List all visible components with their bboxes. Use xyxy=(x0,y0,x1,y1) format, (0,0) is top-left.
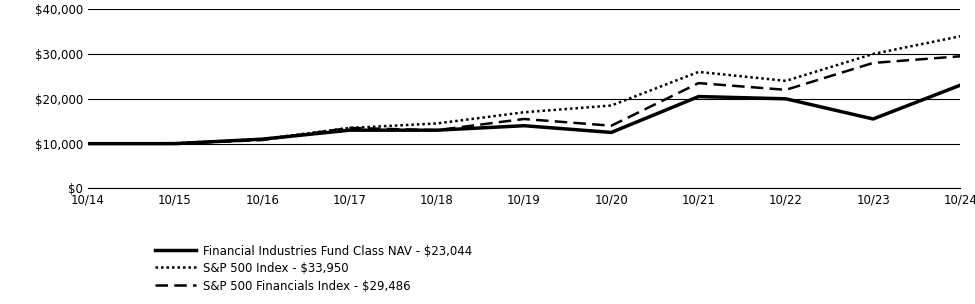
S&P 500 Index - $33,950 xyxy=(431,122,443,125)
Financial Industries Fund Class NAV - $23,044 xyxy=(82,142,94,146)
S&P 500 Financials Index - $29,486 xyxy=(519,117,530,121)
S&P 500 Financials Index - $29,486 xyxy=(82,142,94,146)
S&P 500 Financials Index - $29,486 xyxy=(170,142,181,146)
S&P 500 Index - $33,950 xyxy=(344,126,356,130)
Financial Industries Fund Class NAV - $23,044 xyxy=(344,128,356,132)
S&P 500 Financials Index - $29,486 xyxy=(605,124,617,128)
S&P 500 Index - $33,950 xyxy=(605,104,617,107)
S&P 500 Index - $33,950 xyxy=(692,70,704,74)
Legend: Financial Industries Fund Class NAV - $23,044, S&P 500 Index - $33,950, S&P 500 : Financial Industries Fund Class NAV - $2… xyxy=(155,245,473,293)
S&P 500 Index - $33,950 xyxy=(955,34,966,38)
S&P 500 Financials Index - $29,486 xyxy=(868,61,879,65)
Financial Industries Fund Class NAV - $23,044 xyxy=(431,128,443,132)
Line: S&P 500 Financials Index - $29,486: S&P 500 Financials Index - $29,486 xyxy=(88,56,960,144)
Financial Industries Fund Class NAV - $23,044 xyxy=(780,97,792,101)
Line: Financial Industries Fund Class NAV - $23,044: Financial Industries Fund Class NAV - $2… xyxy=(88,85,960,144)
S&P 500 Index - $33,950 xyxy=(256,137,268,141)
Financial Industries Fund Class NAV - $23,044 xyxy=(692,95,704,98)
S&P 500 Financials Index - $29,486 xyxy=(431,128,443,132)
S&P 500 Index - $33,950 xyxy=(780,79,792,83)
Line: S&P 500 Index - $33,950: S&P 500 Index - $33,950 xyxy=(88,36,960,144)
Financial Industries Fund Class NAV - $23,044 xyxy=(955,83,966,87)
S&P 500 Financials Index - $29,486 xyxy=(344,126,356,130)
S&P 500 Index - $33,950 xyxy=(170,141,181,145)
S&P 500 Index - $33,950 xyxy=(868,52,879,56)
Financial Industries Fund Class NAV - $23,044 xyxy=(256,137,268,141)
S&P 500 Financials Index - $29,486 xyxy=(256,138,268,142)
S&P 500 Financials Index - $29,486 xyxy=(692,81,704,85)
Financial Industries Fund Class NAV - $23,044 xyxy=(170,142,181,146)
S&P 500 Financials Index - $29,486 xyxy=(955,54,966,58)
S&P 500 Financials Index - $29,486 xyxy=(780,88,792,92)
S&P 500 Index - $33,950 xyxy=(519,110,530,114)
Financial Industries Fund Class NAV - $23,044 xyxy=(605,131,617,134)
Financial Industries Fund Class NAV - $23,044 xyxy=(868,117,879,121)
S&P 500 Index - $33,950 xyxy=(82,142,94,146)
Financial Industries Fund Class NAV - $23,044 xyxy=(519,124,530,128)
